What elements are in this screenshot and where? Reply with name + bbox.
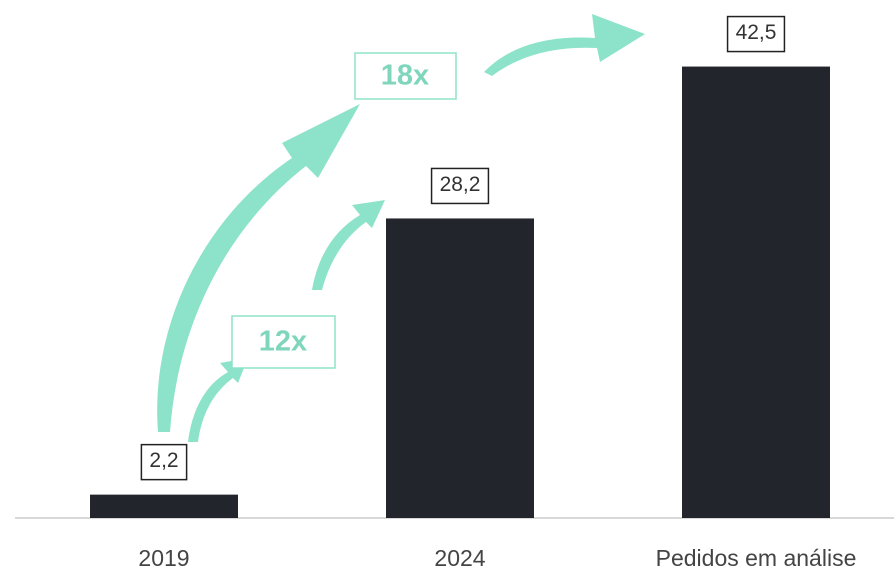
x-tick-label: 2024 bbox=[434, 545, 485, 571]
bar bbox=[90, 494, 238, 518]
annotation-box bbox=[231, 315, 336, 369]
x-tick-label: 2019 bbox=[138, 545, 189, 571]
value-label-box bbox=[430, 167, 490, 205]
value-label-box bbox=[140, 443, 188, 481]
x-tick-label: Pedidos em análise bbox=[656, 545, 857, 571]
arrow-large bbox=[157, 104, 360, 432]
bar bbox=[386, 218, 534, 518]
value-label: 28,2 bbox=[440, 173, 481, 196]
bar bbox=[682, 66, 830, 519]
value-label: 2,2 bbox=[149, 449, 178, 472]
arrow-mid bbox=[312, 200, 385, 290]
arrow-small bbox=[188, 358, 248, 442]
value-label-box bbox=[726, 15, 786, 53]
annotation: 18x bbox=[381, 60, 429, 92]
value-label: 42,5 bbox=[736, 21, 777, 44]
annotation: 12x bbox=[259, 326, 307, 358]
arrow-top bbox=[484, 14, 645, 76]
annotation-box bbox=[354, 52, 457, 100]
